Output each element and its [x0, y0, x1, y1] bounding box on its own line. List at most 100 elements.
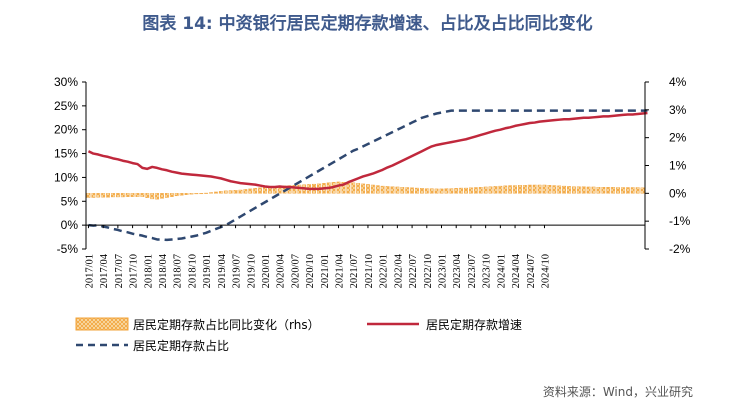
bar: [410, 187, 414, 194]
bar: [238, 189, 243, 194]
lines-layer: [87, 109, 648, 242]
bar: [140, 193, 145, 197]
bar: [537, 184, 542, 194]
bar: [370, 184, 375, 194]
x-tick-label: 2021/01: [320, 254, 331, 288]
bar: [478, 187, 483, 194]
x-tick-label: 2023/10: [482, 254, 493, 288]
bar: [263, 187, 267, 194]
bar: [361, 183, 365, 194]
right-tick-label: 0%: [669, 186, 687, 200]
bar: [115, 193, 120, 198]
right-tick-label: 1%: [669, 159, 687, 173]
x-tick-label: 2021/04: [335, 253, 346, 288]
legend-share-label: 居民定期存款占比: [133, 338, 229, 353]
bar: [214, 191, 218, 194]
bar: [532, 184, 537, 194]
bar: [209, 192, 213, 194]
bar: [101, 193, 106, 198]
bar: [444, 188, 449, 194]
bar: [508, 185, 513, 194]
bar: [258, 187, 262, 194]
right-tick-label: 2%: [669, 131, 687, 145]
x-tick-label: 2022/07: [408, 254, 419, 288]
bar: [160, 193, 164, 199]
bar: [567, 186, 571, 194]
left-tick-label: 30%: [54, 75, 78, 89]
bar: [503, 185, 508, 194]
bar: [351, 182, 356, 194]
bar: [419, 188, 424, 194]
bar: [454, 188, 459, 194]
bar: [581, 186, 586, 194]
bar: [356, 183, 361, 194]
bars-layer: [86, 181, 645, 200]
bar: [390, 186, 395, 194]
bar: [576, 186, 581, 194]
x-tick-label: 2022/04: [393, 253, 404, 288]
bar: [336, 181, 341, 194]
bar: [111, 193, 115, 198]
x-tick-label: 2024/01: [496, 254, 507, 288]
bar: [199, 193, 204, 195]
chart-title: 图表 14: 中资银行居民定期存款增速、占比及占比同比变化: [142, 14, 593, 34]
bar: [405, 187, 410, 194]
bar: [400, 187, 405, 194]
bar: [189, 193, 194, 195]
bar: [106, 193, 110, 198]
legend-growth-label: 居民定期存款增速: [426, 317, 522, 332]
x-tick-label: 2017/01: [84, 254, 95, 288]
left-tick-label: -5%: [57, 242, 79, 256]
bar: [459, 187, 464, 194]
bar: [223, 190, 228, 194]
growth-line: [87, 111, 648, 191]
bar: [174, 193, 179, 197]
x-tick-label: 2018/04: [158, 253, 169, 288]
bar: [488, 186, 493, 194]
right-tick-label: -2%: [669, 242, 691, 256]
bar: [169, 193, 174, 197]
right-tick-label: -1%: [669, 214, 691, 228]
x-tick-label: 2018/01: [143, 254, 154, 288]
bar: [586, 186, 591, 194]
bar: [228, 190, 233, 194]
x-tick-label: 2019/10: [246, 254, 257, 288]
x-tick-label: 2018/10: [187, 254, 198, 288]
x-tick-label: 2018/07: [173, 254, 184, 288]
bar: [552, 185, 557, 194]
bar: [611, 187, 616, 194]
x-tick-label: 2022/10: [423, 254, 434, 288]
bar: [464, 187, 468, 194]
bar: [606, 187, 611, 194]
bar: [248, 188, 253, 194]
bar: [125, 193, 130, 197]
left-tick-label: 0%: [61, 218, 79, 232]
bar: [527, 184, 532, 194]
bar: [429, 188, 434, 194]
left-tick-label: 25%: [54, 99, 78, 113]
x-tick-label: 2023/07: [467, 254, 478, 288]
bar: [91, 193, 96, 198]
left-tick-label: 15%: [54, 147, 78, 161]
bar: [96, 193, 101, 198]
bar: [218, 191, 223, 194]
left-tick-label: 5%: [61, 194, 79, 208]
bar: [86, 193, 91, 198]
x-tick-label: 2017/10: [129, 254, 140, 288]
share-line: [88, 109, 648, 242]
x-tick-label: 2020/04: [276, 253, 287, 288]
bar: [547, 185, 552, 194]
bar: [513, 185, 517, 194]
source-note: 资料来源：Wind，兴业研究: [542, 385, 693, 399]
axes-layer: -5% 0% 5% 10% 15% 20% 25% 30% -2% -1% 0% 1% 2% 3% 4% 20…: [54, 75, 691, 288]
bar: [449, 188, 454, 194]
x-tick-label: 2017/07: [114, 254, 125, 288]
bar: [616, 187, 620, 194]
bar: [145, 193, 150, 198]
bar: [562, 185, 567, 194]
bar: [184, 193, 189, 195]
bar: [522, 185, 527, 194]
legend-bar-swatch: [75, 317, 129, 331]
x-tick-label: 2023/01: [438, 254, 449, 288]
